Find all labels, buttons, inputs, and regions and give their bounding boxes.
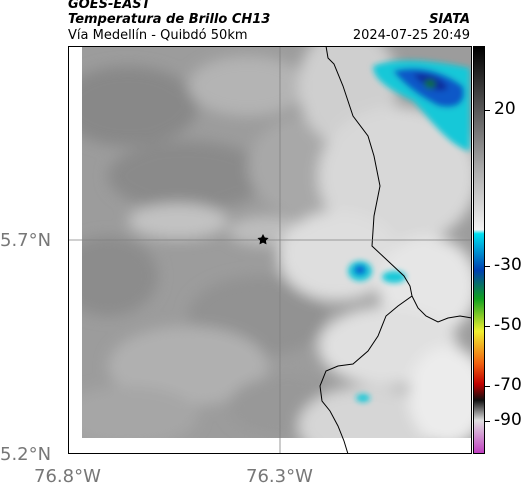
lon-label-76-3: 76.3°W xyxy=(246,466,313,487)
left-margin xyxy=(68,46,82,454)
temperature-colorbar xyxy=(473,46,485,454)
lat-label-5-2: 5.2°N xyxy=(0,444,52,465)
lon-label-76-8: 76.8°W xyxy=(34,466,101,487)
colorbar-label-minus50: -50 xyxy=(494,315,522,335)
colorbar-tick xyxy=(485,386,490,387)
region-subtitle: Vía Medellín - Quibdó 50km xyxy=(68,28,248,43)
bottom-margin xyxy=(68,438,472,454)
satellite-map[interactable] xyxy=(68,46,472,454)
colorbar-tick xyxy=(485,266,490,267)
colorbar-tick xyxy=(485,326,490,327)
timestamp-label: 2024-07-25 20:49 xyxy=(352,28,470,43)
star-marker xyxy=(257,234,269,245)
organization-label: SIATA xyxy=(429,12,470,27)
brightness-temperature-field xyxy=(68,46,472,454)
colorbar-tick xyxy=(485,421,490,422)
colorbar-tick xyxy=(485,110,490,111)
colorbar-label-minus70: -70 xyxy=(494,375,522,395)
border-line-east xyxy=(411,295,472,323)
product-title: Temperatura de Brillo CH13 xyxy=(68,12,271,27)
satellite-name: GOES-EAST xyxy=(68,0,151,12)
map-frame xyxy=(68,46,472,454)
colorbar-label-minus30: -30 xyxy=(494,255,522,275)
lat-label-5-7: 5.7°N xyxy=(0,230,52,251)
colorbar-label-minus90: -90 xyxy=(494,410,522,430)
colorbar-label-20: 20 xyxy=(494,99,516,119)
cold-cloud-tops xyxy=(348,60,470,402)
cloud-texture xyxy=(68,46,472,454)
